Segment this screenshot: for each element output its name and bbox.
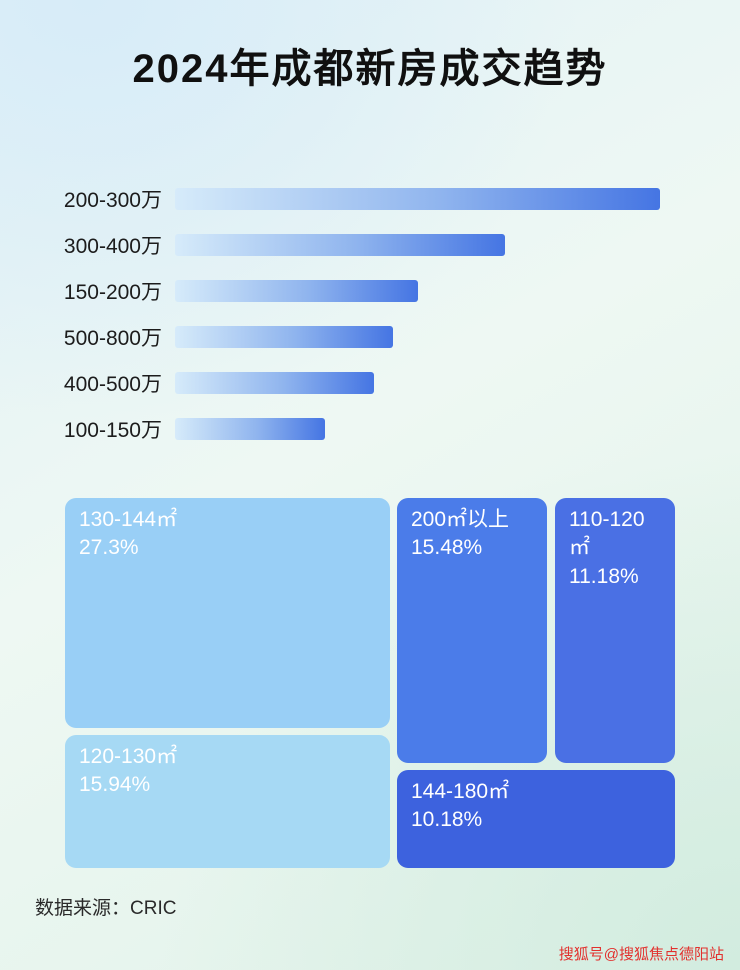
bar-track [175, 372, 660, 394]
treemap-block-120-130: 120-130㎡ 15.94% [65, 735, 390, 868]
treemap-block-label: 200㎡以上 [411, 508, 510, 531]
treemap-block-value: 15.94% [79, 773, 151, 797]
bar-row: 150-200万 [50, 268, 660, 314]
bar-row: 400-500万 [50, 360, 660, 406]
bar-row: 100-150万 [50, 406, 660, 452]
treemap-block-label: 130-144㎡ [79, 508, 178, 531]
bar [175, 372, 374, 394]
treemap-block-110-120: 110-120㎡ 11.18% [555, 498, 675, 763]
treemap-block-value: 27.3% [79, 536, 139, 560]
treemap-block-130-144: 130-144㎡ 27.3% [65, 498, 390, 728]
treemap-block-value: 11.18% [569, 564, 639, 588]
bar-track [175, 188, 660, 210]
bar-chart: 200-300万 300-400万 150-200万 500-800万 400-… [50, 176, 660, 452]
treemap-block-value: 10.18% [411, 808, 483, 832]
bar-label: 500-800万 [63, 327, 162, 350]
treemap-block-200-plus: 200㎡以上 15.48% [397, 498, 547, 763]
treemap-block-value: 15.48% [411, 536, 483, 560]
treemap-chart: 130-144㎡ 27.3% 120-130㎡ 15.94% 200㎡以上 15… [65, 498, 675, 868]
page-title: 2024年成都新房成交趋势 [132, 47, 608, 91]
bar-label: 200-300万 [63, 189, 162, 212]
bar-row: 500-800万 [50, 314, 660, 360]
treemap-block-144-180: 144-180㎡ 10.18% [397, 770, 675, 868]
treemap-block-label: 110-120㎡ [569, 508, 645, 560]
bar-track [175, 326, 660, 348]
bar-row: 200-300万 [50, 176, 660, 222]
bar-track [175, 234, 660, 256]
data-source-caption: 数据来源：CRIC [35, 898, 177, 919]
bar [175, 418, 326, 440]
bar-label: 300-400万 [63, 235, 162, 258]
bar-track [175, 280, 660, 302]
treemap-block-label: 120-130㎡ [79, 745, 178, 768]
bar-track [175, 418, 660, 440]
bar [175, 188, 660, 210]
bar-label: 100-150万 [63, 419, 162, 442]
bar [175, 280, 418, 302]
bar-label: 150-200万 [63, 281, 162, 304]
bar-row: 300-400万 [50, 222, 660, 268]
bar [175, 326, 394, 348]
treemap-block-label: 144-180㎡ [411, 780, 510, 803]
watermark-text: 搜狐号@搜狐焦点德阳站 [558, 946, 724, 963]
bar-label: 400-500万 [63, 373, 162, 396]
bar [175, 234, 505, 256]
